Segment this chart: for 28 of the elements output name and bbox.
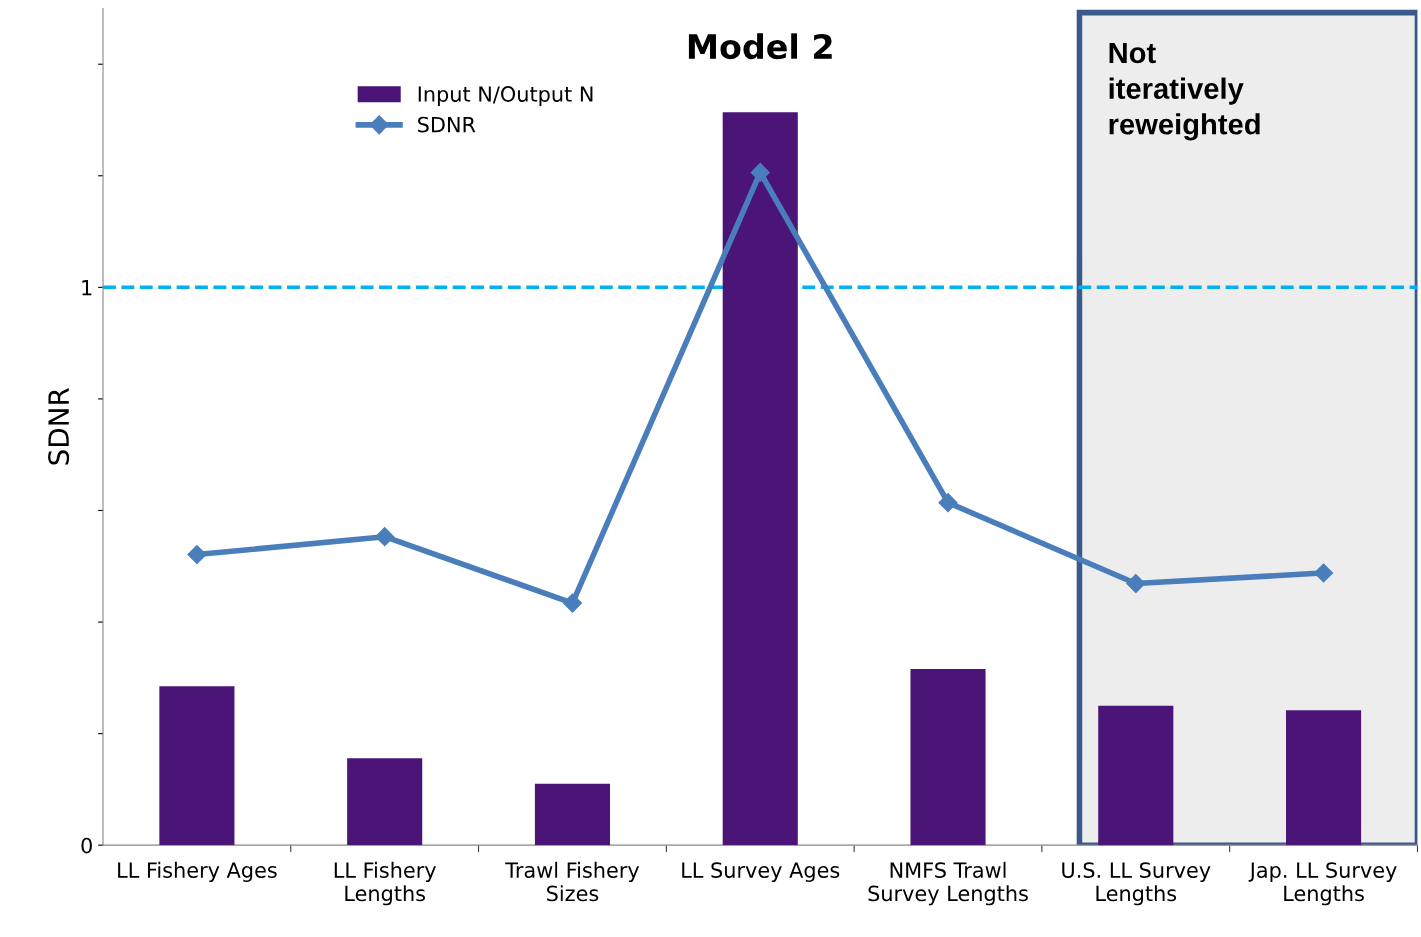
bar <box>347 758 423 846</box>
point <box>187 545 207 565</box>
x-tick-label: Jap. LL Survey Lengths <box>1248 862 1397 906</box>
bar <box>722 112 798 846</box>
x-tick-label: Trawl Fishery Sizes <box>505 861 640 902</box>
point <box>938 493 958 513</box>
point <box>750 162 770 182</box>
y-tick-label: 0 <box>81 837 92 854</box>
x-tick-label: LL Survey Ages <box>682 862 840 882</box>
bar <box>534 783 611 846</box>
y-tick-label: 1 <box>82 280 92 296</box>
bar <box>1098 705 1174 846</box>
legend-label: SDNR <box>418 116 476 133</box>
point <box>1314 563 1334 583</box>
x-tick-label: LL Fishery Ages <box>118 861 277 882</box>
point <box>1126 574 1146 594</box>
bar <box>910 668 986 846</box>
x-tick-label: NMFS Trawl Survey Lengths <box>868 861 1028 906</box>
legend-label: Input N/Output N <box>418 86 593 106</box>
bar <box>1286 710 1362 846</box>
point <box>562 593 582 613</box>
y-axis-title: SDNR <box>48 388 70 465</box>
point <box>375 527 395 547</box>
band-label: Not iteratively reweighted <box>1109 42 1260 141</box>
x-tick-label: LL Fishery Lengths <box>334 861 436 906</box>
x-tick-label: U.S. LL Survey Lengths <box>1062 862 1211 906</box>
bar <box>159 686 235 846</box>
text: Model 2 <box>688 33 832 60</box>
